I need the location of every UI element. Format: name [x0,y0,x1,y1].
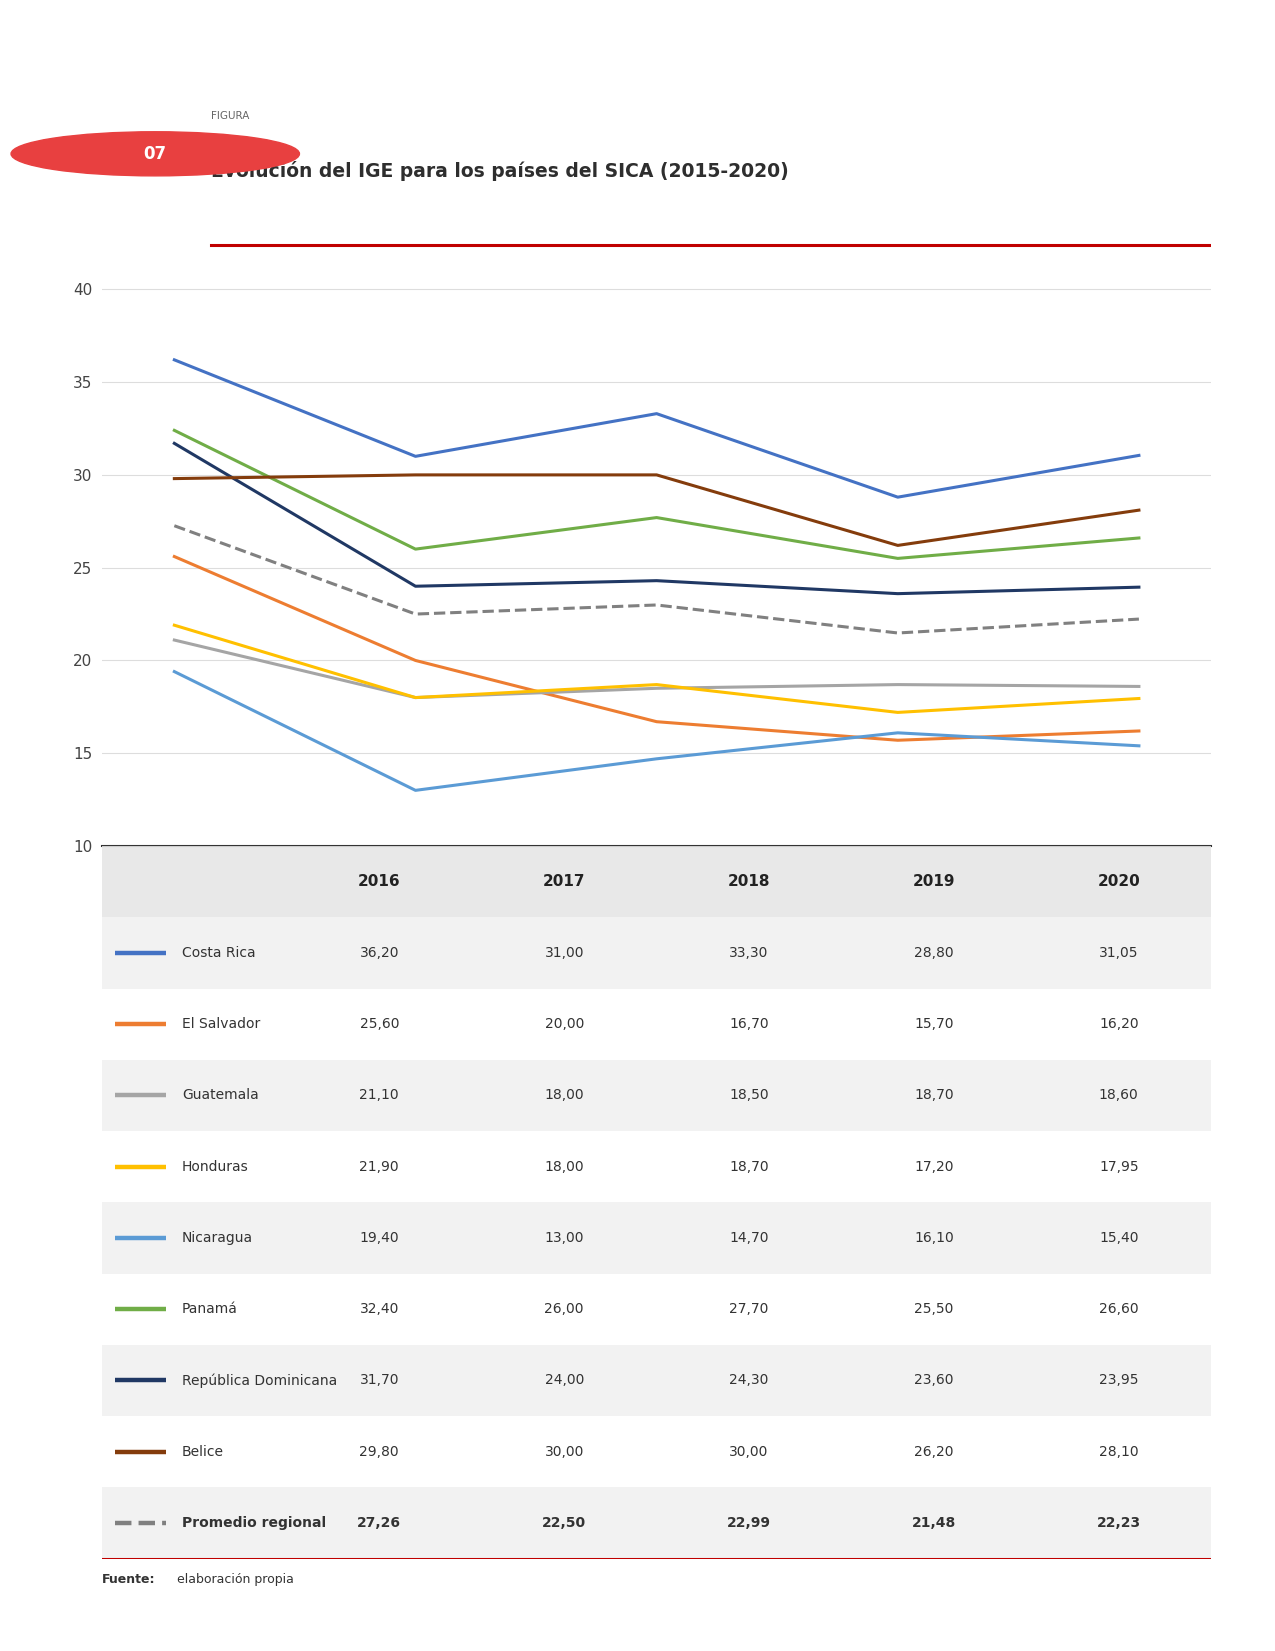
FancyBboxPatch shape [102,1488,1211,1559]
Text: 30,00: 30,00 [729,1445,769,1459]
Text: 19,40: 19,40 [360,1232,399,1245]
Text: 18,00: 18,00 [544,1159,584,1174]
Text: 24,30: 24,30 [729,1374,769,1387]
Text: República Dominicana: República Dominicana [182,1374,337,1388]
Text: 2017: 2017 [543,873,585,890]
Text: Evolución del IGE para los países del SICA (2015-2020): Evolución del IGE para los países del SI… [210,160,788,180]
Text: 13,00: 13,00 [544,1232,584,1245]
FancyBboxPatch shape [102,1060,1211,1131]
Text: 15,70: 15,70 [914,1017,954,1032]
Text: 2020: 2020 [1098,873,1140,890]
Text: 17,95: 17,95 [1099,1159,1139,1174]
Text: 27,70: 27,70 [729,1303,769,1316]
Text: 07: 07 [144,145,167,163]
Text: 16,10: 16,10 [914,1232,954,1245]
Text: 22,23: 22,23 [1096,1516,1141,1530]
Text: 32,40: 32,40 [360,1303,399,1316]
Text: 33,30: 33,30 [729,946,769,959]
Text: 22,99: 22,99 [727,1516,771,1530]
Text: 25,50: 25,50 [914,1303,954,1316]
Text: 22,50: 22,50 [542,1516,586,1530]
Text: elaboración propia: elaboración propia [177,1573,295,1587]
Text: 29,80: 29,80 [360,1445,399,1459]
Text: El Salvador: El Salvador [182,1017,260,1032]
Text: 2016: 2016 [358,873,400,890]
Text: 16,70: 16,70 [729,1017,769,1032]
Text: Promedio regional: Promedio regional [182,1516,326,1530]
FancyBboxPatch shape [102,1202,1211,1273]
Text: 14,70: 14,70 [729,1232,769,1245]
Text: 21,10: 21,10 [360,1088,399,1103]
Text: 31,00: 31,00 [544,946,584,959]
Text: 28,10: 28,10 [1099,1445,1139,1459]
Text: 25,60: 25,60 [360,1017,399,1032]
FancyBboxPatch shape [102,918,1211,989]
Text: 2018: 2018 [728,873,770,890]
Text: 28,80: 28,80 [914,946,954,959]
Text: 24,00: 24,00 [544,1374,584,1387]
Text: 18,50: 18,50 [729,1088,769,1103]
Text: 18,70: 18,70 [914,1088,954,1103]
Text: 18,60: 18,60 [1099,1088,1139,1103]
Text: 30,00: 30,00 [544,1445,584,1459]
Text: 20,00: 20,00 [544,1017,584,1032]
Text: 21,48: 21,48 [912,1516,956,1530]
Text: 26,00: 26,00 [544,1303,584,1316]
Text: Honduras: Honduras [182,1159,249,1174]
Text: FIGURA: FIGURA [210,112,249,122]
Text: 23,60: 23,60 [914,1374,954,1387]
Text: 36,20: 36,20 [360,946,399,959]
Text: Belice: Belice [182,1445,224,1459]
Text: 18,70: 18,70 [729,1159,769,1174]
Text: 26,60: 26,60 [1099,1303,1139,1316]
Text: 23,95: 23,95 [1099,1374,1139,1387]
Text: Costa Rica: Costa Rica [182,946,255,959]
FancyBboxPatch shape [102,1346,1211,1417]
Text: Fuente:: Fuente: [102,1573,156,1587]
Text: 27,26: 27,26 [357,1516,402,1530]
Text: 26,20: 26,20 [914,1445,954,1459]
Text: 21,90: 21,90 [360,1159,399,1174]
FancyBboxPatch shape [102,845,1211,918]
Text: 31,70: 31,70 [360,1374,399,1387]
Text: 16,20: 16,20 [1099,1017,1139,1032]
Text: Nicaragua: Nicaragua [182,1232,252,1245]
Text: 15,40: 15,40 [1099,1232,1139,1245]
Text: 18,00: 18,00 [544,1088,584,1103]
Text: Guatemala: Guatemala [182,1088,259,1103]
Text: 31,05: 31,05 [1099,946,1139,959]
Text: 2019: 2019 [913,873,955,890]
Text: Panamá: Panamá [182,1303,237,1316]
Text: 17,20: 17,20 [914,1159,954,1174]
Circle shape [11,132,300,177]
